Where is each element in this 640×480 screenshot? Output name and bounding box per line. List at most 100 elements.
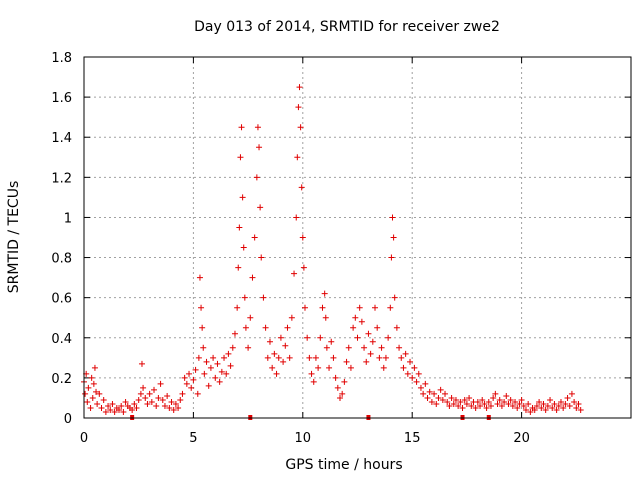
data-point (474, 398, 481, 405)
data-point (575, 400, 582, 407)
data-point (122, 398, 129, 405)
data-point (192, 366, 199, 373)
data-point (96, 390, 103, 397)
data-point (170, 406, 177, 413)
data-point (365, 330, 372, 337)
data-point (378, 344, 385, 351)
data-point (234, 304, 241, 311)
data-point (247, 314, 254, 321)
data-point (301, 304, 308, 311)
data-point (269, 364, 276, 371)
grid (84, 57, 631, 418)
data-point (398, 354, 405, 361)
data-point (266, 338, 273, 345)
data-point (549, 404, 556, 411)
data-point (98, 404, 105, 411)
y-tick-label: 1.4 (51, 131, 72, 146)
data-point (137, 390, 144, 397)
data-point (277, 334, 284, 341)
data-point (385, 334, 392, 341)
data-point (286, 354, 293, 361)
data-point (312, 354, 319, 361)
data-point (336, 394, 343, 401)
data-point (571, 398, 578, 405)
data-point (439, 396, 446, 403)
data-point (237, 154, 244, 161)
data-point (363, 358, 370, 365)
data-point (133, 404, 140, 411)
data-point (262, 324, 269, 331)
data-point (105, 402, 112, 409)
data-point (164, 392, 171, 399)
data-point (413, 378, 420, 385)
y-tick-label: 1.6 (51, 91, 72, 106)
data-point (352, 314, 359, 321)
data-points (81, 84, 584, 415)
data-point (334, 384, 341, 391)
data-point (236, 224, 243, 231)
data-point (282, 342, 289, 349)
y-tick-label: 0.8 (51, 252, 72, 267)
data-point (300, 264, 307, 271)
data-point (452, 396, 459, 403)
data-point (557, 398, 564, 405)
data-point (566, 402, 573, 409)
data-point (242, 324, 249, 331)
data-point (428, 398, 435, 405)
data-point (477, 402, 484, 409)
data-point (87, 404, 94, 411)
data-point (241, 294, 248, 301)
data-point (328, 338, 335, 345)
data-point (310, 378, 317, 385)
data-point (254, 124, 261, 131)
data-point (88, 374, 95, 381)
data-point (347, 364, 354, 371)
data-point (260, 294, 267, 301)
data-point (157, 380, 164, 387)
data-point (400, 364, 407, 371)
data-point (166, 404, 173, 411)
data-point (146, 390, 153, 397)
data-point (264, 354, 271, 361)
y-tick-label: 0.2 (51, 372, 72, 387)
data-point (341, 378, 348, 385)
data-point (518, 396, 525, 403)
data-point (448, 394, 455, 401)
data-point (251, 234, 258, 241)
data-point (411, 364, 418, 371)
data-point (196, 274, 203, 281)
data-point (294, 154, 301, 161)
data-point (544, 402, 551, 409)
x-tick-label: 10 (295, 431, 312, 446)
data-point (388, 254, 395, 261)
data-point (555, 402, 562, 409)
data-point (181, 374, 188, 381)
data-point (223, 370, 230, 377)
data-point (354, 334, 361, 341)
data-point (183, 380, 190, 387)
data-point (229, 344, 236, 351)
data-point (374, 324, 381, 331)
x-tick-label: 20 (513, 431, 530, 446)
data-point (201, 370, 208, 377)
data-point (273, 370, 280, 377)
data-point (190, 376, 197, 383)
data-point (296, 84, 303, 91)
data-point (382, 354, 389, 361)
data-point (553, 406, 560, 413)
data-point (450, 400, 457, 407)
y-tick-label: 1.8 (51, 51, 72, 66)
data-point (522, 406, 529, 413)
data-point (212, 374, 219, 381)
data-point (153, 402, 160, 409)
data-point (396, 344, 403, 351)
data-point (494, 400, 501, 407)
data-point (291, 270, 298, 277)
data-point (446, 402, 453, 409)
data-point (389, 214, 396, 221)
data-point (253, 174, 260, 181)
data-point (225, 350, 232, 357)
data-point (194, 390, 201, 397)
data-point (304, 334, 311, 341)
data-point (433, 400, 440, 407)
